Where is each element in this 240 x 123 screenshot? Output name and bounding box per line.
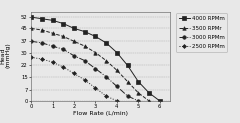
4000 RPMm	[51, 20, 54, 21]
2500 RPMm	[72, 73, 75, 74]
4000 RPMm	[148, 92, 150, 94]
Line: 4000 RPMm: 4000 RPMm	[30, 15, 162, 103]
3500 RPMr	[51, 32, 54, 34]
3500 RPMr	[83, 45, 86, 47]
3500 RPMr	[105, 60, 108, 61]
3500 RPMr	[126, 81, 129, 82]
2500 RPMm	[83, 79, 86, 81]
4000 RPMm	[126, 65, 129, 66]
3000 RPMm	[41, 42, 43, 44]
3000 RPMm	[62, 49, 65, 50]
4000 RPMm	[158, 100, 161, 102]
4000 RPMm	[62, 23, 65, 24]
3000 RPMm	[115, 86, 118, 87]
2500 RPMm	[41, 58, 43, 60]
Legend: 4000 RPMm, 3500 RPMr, 3000 RPMm, 2500 RPMm: 4000 RPMm, 3500 RPMr, 3000 RPMm, 2500 RP…	[176, 13, 227, 52]
3000 RPMm	[72, 55, 75, 56]
2500 RPMm	[51, 62, 54, 63]
Text: Pressure
Head
(mmHg): Pressure Head (mmHg)	[0, 42, 11, 69]
Line: 2500 RPMm: 2500 RPMm	[30, 56, 118, 102]
3500 RPMr	[30, 28, 33, 29]
Line: 3500 RPMr: 3500 RPMr	[30, 27, 151, 103]
3000 RPMm	[137, 100, 140, 102]
3500 RPMr	[72, 41, 75, 42]
3000 RPMm	[83, 60, 86, 61]
2500 RPMm	[105, 95, 108, 97]
4000 RPMm	[72, 28, 75, 29]
4000 RPMm	[105, 42, 108, 44]
3500 RPMr	[137, 92, 140, 94]
3500 RPMr	[148, 100, 150, 102]
4000 RPMm	[83, 31, 86, 32]
3000 RPMm	[51, 45, 54, 47]
3000 RPMm	[126, 95, 129, 97]
4000 RPMm	[94, 36, 97, 37]
2500 RPMm	[30, 57, 33, 58]
4000 RPMm	[30, 16, 33, 18]
4000 RPMm	[115, 52, 118, 53]
3500 RPMr	[41, 29, 43, 31]
2500 RPMm	[62, 66, 65, 68]
3000 RPMm	[30, 41, 33, 42]
2500 RPMm	[115, 100, 118, 102]
X-axis label: Flow Rate (L/min): Flow Rate (L/min)	[73, 111, 128, 116]
4000 RPMm	[137, 81, 140, 82]
3500 RPMr	[62, 36, 65, 37]
Line: 3000 RPMm: 3000 RPMm	[30, 40, 140, 103]
3000 RPMm	[105, 76, 108, 77]
4000 RPMm	[41, 18, 43, 19]
3500 RPMr	[94, 52, 97, 53]
3500 RPMr	[115, 69, 118, 71]
3000 RPMm	[94, 68, 97, 69]
2500 RPMm	[94, 87, 97, 89]
